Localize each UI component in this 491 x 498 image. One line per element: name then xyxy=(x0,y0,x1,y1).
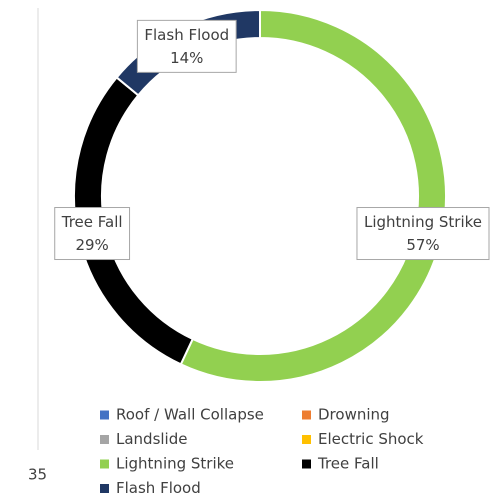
legend-label: Tree Fall xyxy=(317,455,379,473)
annotation: 35 xyxy=(28,466,47,484)
data-label: Lightning Strike 57% xyxy=(356,207,490,261)
legend-label: Landslide xyxy=(116,430,187,448)
legend-swatch xyxy=(302,459,311,469)
legend-swatch xyxy=(100,484,109,493)
legend-label: Roof / Wall Collapse xyxy=(116,406,264,424)
data-label-value: 29% xyxy=(75,236,108,254)
data-label-value: 14% xyxy=(170,49,203,67)
legend-swatch xyxy=(302,410,311,420)
data-label-name: Lightning Strike xyxy=(364,213,482,231)
data-label: Tree Fall 29% xyxy=(54,207,131,261)
data-label: Flash Flood 14% xyxy=(136,19,237,73)
data-label-value: 57% xyxy=(406,236,439,254)
data-label-box xyxy=(54,207,131,261)
legend-swatch xyxy=(302,435,311,444)
legend-label: Lightning Strike xyxy=(116,455,234,473)
legend-swatch xyxy=(100,459,109,469)
legend-swatch xyxy=(100,410,109,420)
legend-label: Electric Shock xyxy=(318,430,424,448)
data-label-box xyxy=(356,207,490,261)
data-label-box xyxy=(136,19,237,73)
legend-swatch xyxy=(100,435,109,444)
legend-label: Flash Flood xyxy=(116,479,201,497)
data-label-name: Flash Flood xyxy=(144,26,229,44)
data-label-name: Tree Fall xyxy=(61,213,123,231)
legend-label: Drowning xyxy=(318,406,390,424)
